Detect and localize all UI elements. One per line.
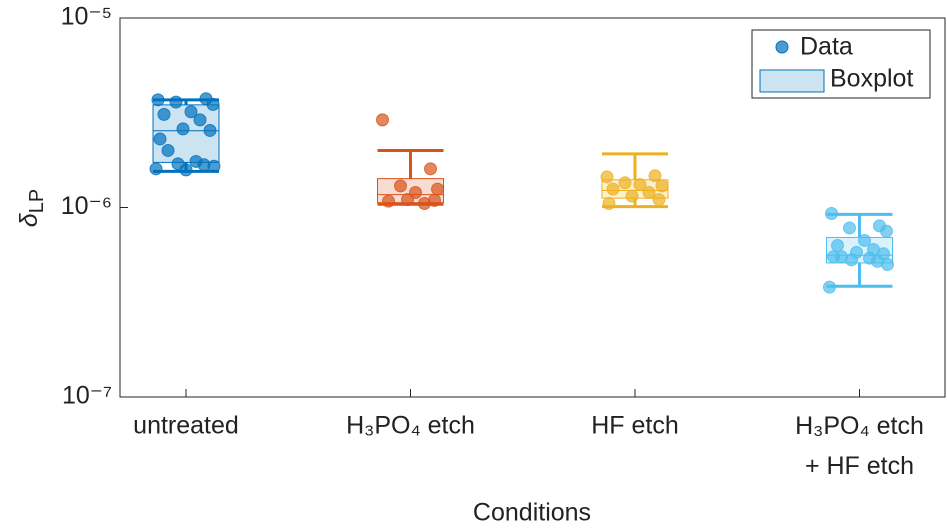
data-point [606,182,620,196]
data-point [881,258,894,272]
y-tick-label: 10⁻⁷ [62,382,112,410]
y-label-main: δ [15,212,43,227]
data-point [618,176,632,190]
legend-marker [775,40,789,54]
data-point [203,123,217,137]
x-tick-label-line: H₃PO₄ etch [795,412,924,440]
legend-label: Data [800,33,853,61]
data-point [633,178,647,192]
data-point [394,179,407,193]
data-point [169,95,183,109]
x-tick-label-line: + HF etch [805,452,914,480]
data-point [176,122,190,136]
data-point [179,163,193,177]
data-point [382,194,395,208]
data-point [184,105,198,119]
data-point [151,93,165,107]
data-point [409,185,422,199]
x-tick-label: H₃PO₄ etch + HF etch [795,412,924,480]
y-tick-label: 10⁻⁵ [61,3,112,31]
legend-label: Boxplot [830,65,913,93]
data-point [600,170,614,184]
data-point [161,143,175,157]
data-point [376,113,389,127]
data-point [831,239,844,253]
data-point [652,193,666,207]
data-point [648,169,662,183]
data-point [206,97,220,111]
data-point [642,185,656,199]
data-point [157,107,171,121]
data-point [858,233,871,247]
data-point [825,206,838,220]
y-tick-label: 10⁻⁶ [61,192,112,220]
y-label-sub: LP [26,189,48,213]
data-point [655,179,669,193]
x-tick-label: untreated [133,412,239,440]
data-point [845,253,858,267]
data-point [207,159,221,173]
data-point [424,162,437,176]
data-point [823,280,836,294]
data-point [843,221,856,235]
data-point [153,132,167,146]
data-point [431,182,444,196]
data-point [149,162,163,176]
data-point [428,193,441,207]
x-tick-label: H₃PO₄ etch [346,412,475,440]
data-point [193,113,207,127]
data-point [625,189,639,203]
data-point [880,224,893,238]
x-tick-label: HF etch [591,412,679,440]
y-axis-label: δLP [15,189,49,227]
data-point [602,196,616,210]
x-axis-label: Conditions [473,499,591,527]
data-point [401,193,414,207]
legend-marker [759,69,825,93]
